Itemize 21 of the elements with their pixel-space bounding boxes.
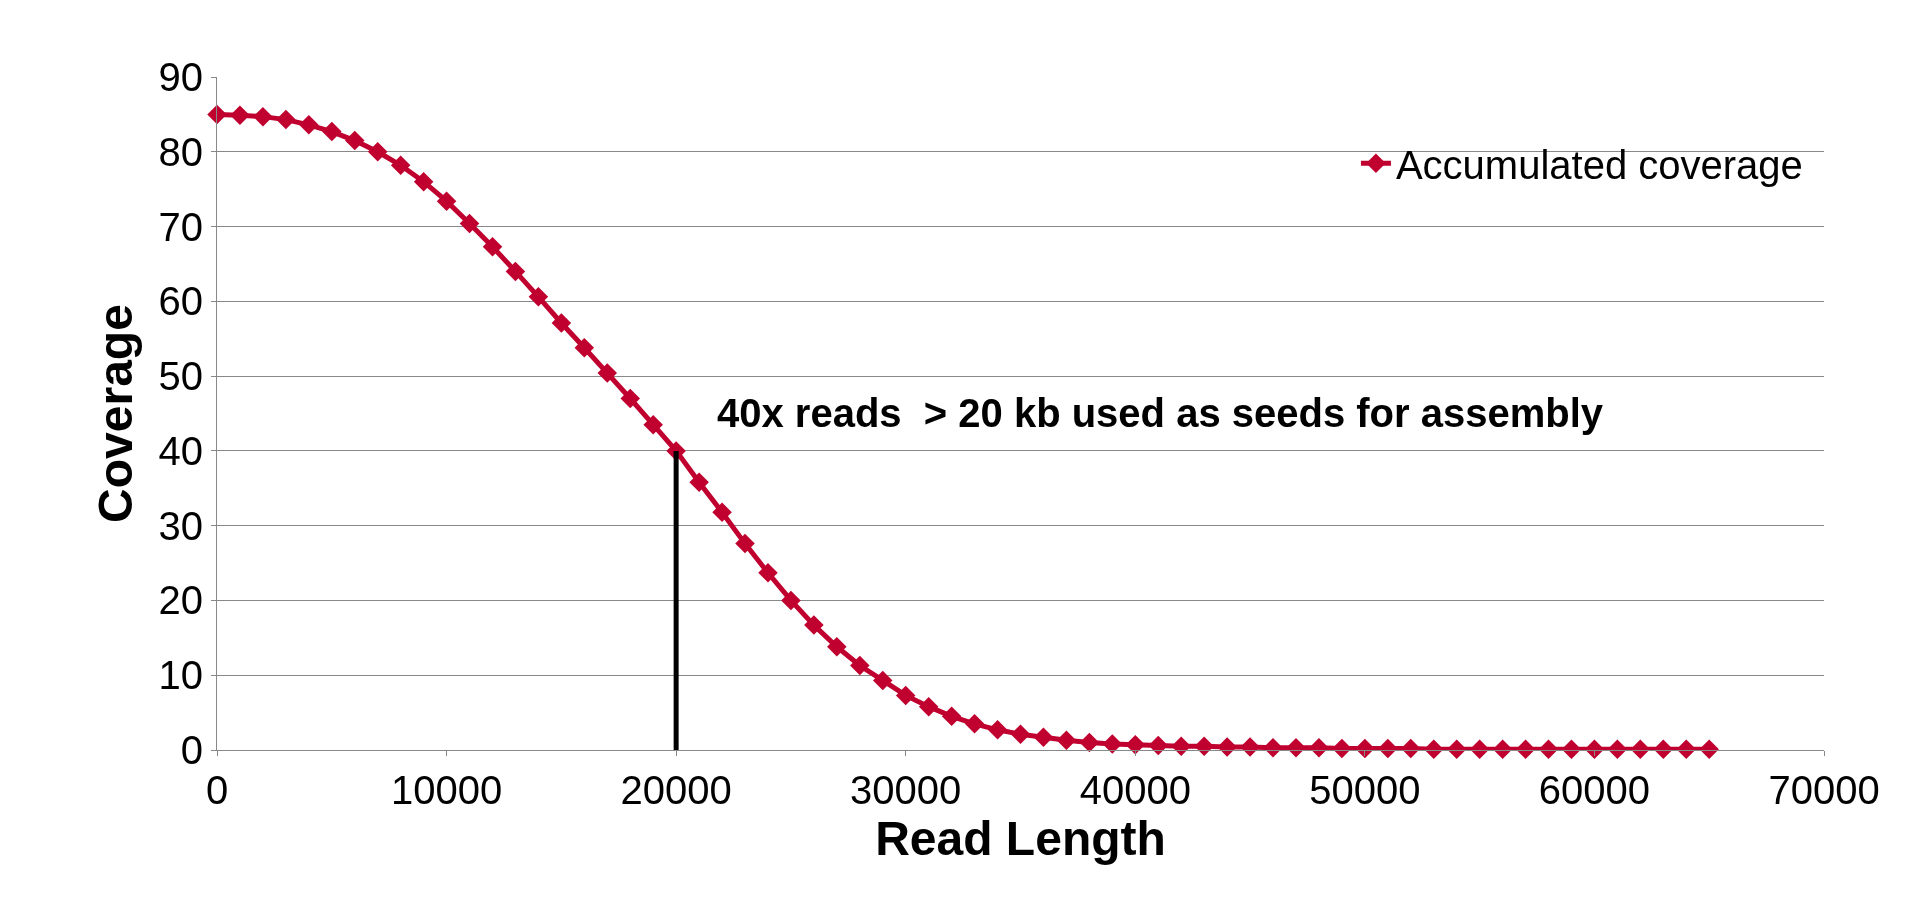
y-tick-label: 50 [158,354,203,399]
y-axis-title: Coverage [89,304,143,523]
legend-label: Accumulated coverage [1395,142,1803,187]
x-axis-title: Read Length [875,812,1166,865]
x-tick-label: 30000 [850,768,962,812]
y-tick-label: 40 [158,428,203,473]
x-tick-label: 40000 [1079,768,1191,812]
annotation: 40x reads > 20 kb used as seeds for assembly [717,391,1604,435]
y-tick-label: 30 [158,503,203,548]
x-tick-label: 20000 [620,768,732,812]
x-tick-label: 70000 [1768,768,1880,812]
y-tick-label: 0 [180,728,203,772]
y-tick-label: 60 [158,279,203,324]
x-tick-label: 10000 [390,768,503,812]
y-tick-label: 70 [158,204,203,249]
y-tick-label: 90 [158,55,203,99]
y-tick-label: 20 [158,578,203,623]
y-tick-label: 10 [158,653,203,698]
y-tick-label: 80 [158,129,203,174]
x-tick-label: 60000 [1538,768,1651,812]
x-tick-label: 50000 [1309,768,1421,812]
